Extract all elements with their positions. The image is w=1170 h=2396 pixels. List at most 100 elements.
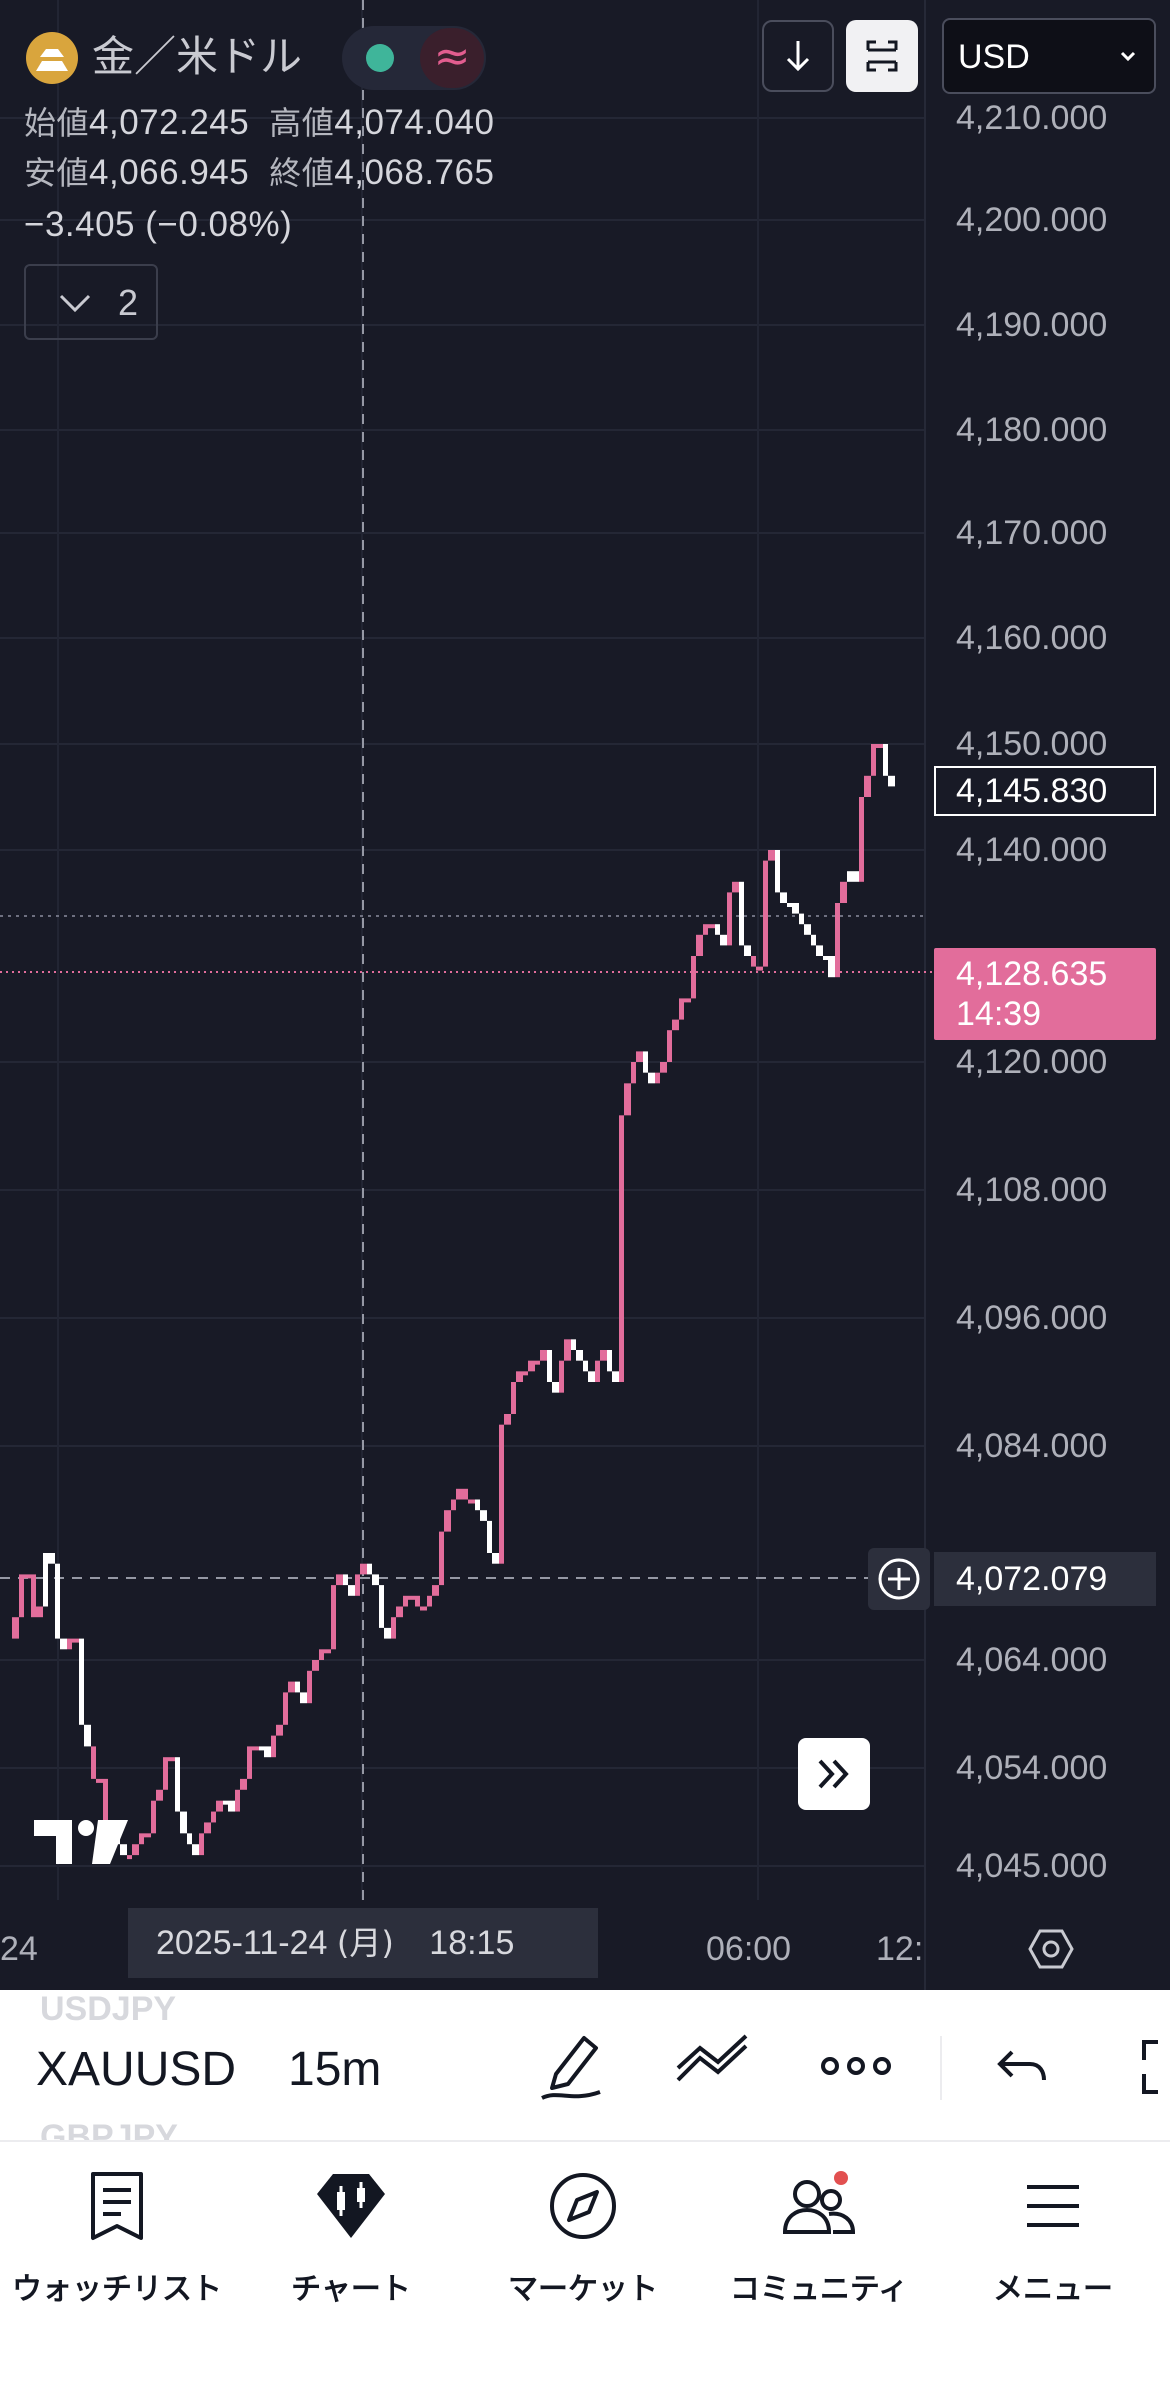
candle-step [775, 850, 780, 893]
fullscreen-frame-icon[interactable] [846, 20, 918, 92]
market-open-dot [366, 44, 394, 72]
candle-step [607, 1350, 612, 1372]
nav-chart[interactable]: チャート [236, 2166, 466, 2308]
ohlc-row-2: 安値4,066.945 終値4,068.765 [24, 148, 514, 198]
candle-step [571, 1339, 576, 1350]
trendline-icon[interactable] [674, 2028, 750, 2104]
candle-step [511, 1382, 516, 1414]
candle-body [240, 1778, 247, 1790]
ghost-symbol-below: GBPJPY [40, 2118, 178, 2142]
market-status-pill[interactable]: ≈ [342, 26, 486, 90]
candle-step [379, 1585, 384, 1628]
candle-step [91, 1746, 96, 1779]
candle-step [403, 1595, 408, 1607]
add-plus-icon[interactable] [868, 1548, 930, 1610]
candle-step [535, 1360, 540, 1365]
currency-select[interactable]: USD [942, 18, 1156, 94]
candle-step [391, 1617, 396, 1639]
candle-step [127, 1855, 132, 1860]
candle-body [480, 1510, 487, 1521]
interval-selector[interactable]: 15m [288, 2043, 382, 2096]
currency-value: USD [958, 38, 1030, 76]
candle-body [12, 1617, 19, 1639]
candle-body [780, 892, 787, 903]
candle-body [420, 1606, 427, 1611]
candle-body [864, 775, 871, 797]
chart-header: 金／米ドル ≈ USD [0, 18, 1170, 98]
candle-body [732, 881, 739, 893]
symbol-name[interactable]: 金／米ドル [92, 32, 303, 81]
candle-step [31, 1574, 36, 1618]
candle-step [235, 1789, 240, 1812]
candle-step [295, 1681, 300, 1693]
nav-chart-label: チャート [291, 2272, 411, 2307]
low-value: 4,066.945 [89, 153, 250, 192]
high-label: 高値 [269, 104, 335, 142]
candle-body [456, 1488, 463, 1500]
symbol-selector[interactable]: XAUUSD [36, 2043, 237, 2096]
candle-body [276, 1724, 283, 1736]
price-tick-label: 4,170.000 [956, 514, 1108, 552]
candle-body [132, 1844, 139, 1856]
time-label-0600: 06:00 [706, 1930, 792, 1968]
candle-body [600, 1350, 607, 1361]
chart-icon [317, 2174, 385, 2238]
candle-step [643, 1051, 648, 1073]
candle-body [528, 1360, 535, 1372]
candle-step [667, 1030, 672, 1062]
nav-menu[interactable]: メニュー [938, 2166, 1168, 2308]
price-tick-label: 4,180.000 [956, 411, 1108, 449]
candle-body [792, 903, 799, 914]
toolbar-divider [940, 2036, 942, 2100]
nav-watchlist[interactable]: ウォッチリスト [2, 2166, 232, 2308]
bar-countdown: 14:39 [956, 995, 1042, 1033]
price-chart[interactable] [0, 0, 1170, 1990]
candle-step [787, 903, 792, 907]
time-label-day: 24 [0, 1930, 38, 1968]
undo-icon[interactable] [994, 2028, 1054, 2104]
nav-community-label: コミュニティ [729, 2272, 909, 2307]
candle-body [264, 1746, 271, 1758]
tradingview-logo [34, 1820, 128, 1864]
candle-body [648, 1072, 655, 1084]
candle-step [871, 744, 876, 776]
expand-corner-icon[interactable] [1136, 2028, 1170, 2104]
gold-bars-icon[interactable] [26, 32, 78, 84]
candle-step [331, 1585, 336, 1650]
candle-step [751, 956, 756, 967]
indicators-toggle[interactable]: 2 [24, 264, 158, 340]
candle-body [408, 1595, 415, 1600]
price-tick-label: 4,140.000 [956, 831, 1108, 869]
more-dots-icon[interactable] [818, 2028, 894, 2104]
double-chevron-right-icon[interactable] [798, 1738, 870, 1810]
candle-step [427, 1595, 432, 1607]
candle-step [67, 1638, 72, 1650]
candle-body [444, 1510, 451, 1532]
candle-step [883, 744, 888, 776]
candle-body [60, 1638, 67, 1650]
candle-step [319, 1649, 324, 1660]
candle-step [835, 903, 840, 978]
candle-body [228, 1800, 235, 1812]
hexagon-settings-icon[interactable] [1028, 1926, 1074, 1972]
candle-step [487, 1520, 492, 1553]
chart-area[interactable]: 金／米ドル ≈ USD 始値4,072.245 高値4,074.040 安値4,0… [0, 0, 1170, 1990]
nav-market[interactable]: マーケット [468, 2166, 698, 2308]
arrow-down-icon[interactable] [762, 20, 834, 92]
candle-body [348, 1585, 355, 1596]
close-label: 終値 [269, 154, 335, 192]
candle-step [655, 1072, 660, 1084]
nav-community[interactable]: コミュニティ [704, 2166, 934, 2308]
pen-icon[interactable] [538, 2028, 608, 2104]
candle-step [355, 1574, 360, 1596]
candle-body [336, 1574, 343, 1586]
candle-step [763, 860, 768, 967]
candle-step [679, 998, 684, 1020]
nav-market-label: マーケット [508, 2272, 658, 2307]
candle-step [163, 1757, 168, 1790]
candle-step [223, 1800, 228, 1805]
candle-body [684, 998, 691, 1003]
approx-wave-icon: ≈ [420, 28, 484, 88]
price-tick-label: 4,120.000 [956, 1043, 1108, 1081]
candle-step [271, 1735, 276, 1758]
